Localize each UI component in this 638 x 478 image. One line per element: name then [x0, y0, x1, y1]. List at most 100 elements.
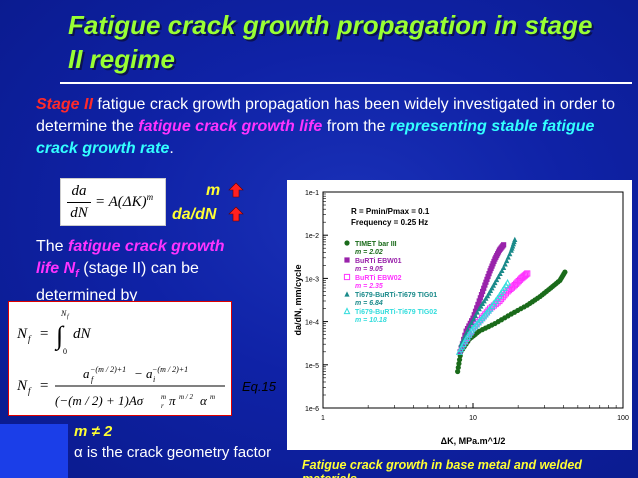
svg-text:−(m / 2)+1: −(m / 2)+1: [152, 365, 188, 374]
data-point-series-3: [501, 264, 507, 270]
data-point-series-1: [481, 285, 487, 291]
svg-text:f: f: [91, 375, 95, 384]
x-tick-label: 1: [321, 415, 325, 422]
data-point-series-4: [480, 312, 488, 320]
legend-name-2: BuRTi EBW02: [355, 275, 402, 282]
svg-text:N: N: [16, 326, 28, 342]
intro-rate: representing stable fatigue crack growth…: [36, 118, 595, 157]
data-point-series-3: [499, 267, 505, 274]
data-point-series-3: [474, 309, 480, 315]
svg-text:(−(m / 2) + 1)Aσ: (−(m / 2) + 1)Aσ: [55, 393, 144, 408]
svg-text:=: =: [39, 326, 49, 342]
svg-text:f: f: [28, 334, 32, 344]
data-point-series-3: [487, 287, 494, 293]
data-point-series-3: [490, 282, 497, 288]
svg-text:f: f: [28, 386, 32, 396]
svg-text:− a: − a: [134, 366, 153, 381]
legend-name-1: BuRTi EBW01: [355, 258, 402, 265]
legend-m-0: m = 2.02: [355, 249, 383, 256]
legend-m-1: m = 9.05: [355, 266, 383, 273]
data-point-series-0: [456, 361, 462, 367]
svg-text:m: m: [161, 393, 166, 401]
data-point-series-1: [477, 295, 483, 301]
y-tick-label: 1e-1: [305, 190, 319, 197]
legend-m-2: m = 2.35: [355, 283, 383, 290]
legend-m-4: m = 10.18: [355, 317, 387, 324]
legend-name-3: Ti679-BuRTi-Ti679 TIG01: [355, 292, 437, 299]
bullet-m: m ≠ 2: [74, 423, 112, 440]
svg-text:π: π: [169, 393, 176, 408]
data-point-series-3: [505, 254, 511, 260]
data-point-series-3: [495, 273, 501, 280]
svg-text:0: 0: [63, 347, 67, 356]
para2-life: fatigue crack growth life N: [36, 238, 225, 277]
intro-paragraph: Stage II fatigue crack growth propagatio…: [36, 94, 621, 160]
data-point-series-3: [470, 316, 477, 322]
data-point-series-4: [471, 322, 479, 330]
data-point-series-2: [522, 271, 530, 278]
data-point-series-3: [512, 236, 518, 242]
data-point-series-2: [524, 270, 531, 277]
svg-text:a: a: [83, 366, 90, 381]
label-m: m: [206, 182, 221, 199]
data-point-series-3: [465, 326, 471, 333]
data-point-series-3: [507, 251, 513, 257]
intro-text-2: from the: [322, 118, 390, 135]
data-point-series-1: [474, 305, 480, 311]
data-point-series-0: [455, 368, 461, 375]
data-point-series-1: [486, 271, 492, 277]
data-point-series-4: [473, 320, 481, 328]
data-point-series-1: [476, 298, 482, 304]
data-point-series-1: [475, 301, 481, 308]
y-tick-label: 1e-5: [305, 363, 319, 370]
data-point-series-3: [468, 319, 475, 325]
data-point-series-4: [475, 318, 482, 326]
data-point-series-4: [483, 308, 491, 316]
intro-text-1: fatigue crack growth propagation has bee…: [36, 96, 615, 135]
svg-text:dN: dN: [73, 326, 92, 342]
data-point-series-3: [489, 285, 495, 291]
data-point-series-3: [486, 290, 492, 296]
legend-marker-1: [344, 257, 350, 263]
x-tick-label: 100: [617, 415, 629, 422]
title-divider: [60, 82, 632, 84]
life-paragraph: The fatigue crack growth life Nf (stage …: [36, 236, 251, 307]
data-point-series-1: [471, 312, 477, 318]
data-point-series-1: [483, 279, 489, 285]
svg-text:∫: ∫: [54, 321, 65, 351]
y-tick-label: 1e-6: [305, 406, 319, 413]
eq-rhs: = A(ΔK)m: [95, 192, 154, 210]
para2-text-1: The: [36, 238, 69, 255]
data-point-series-3: [458, 341, 464, 347]
x-axis-label: ΔK, MPa.m^1/2: [441, 436, 506, 446]
data-point-series-1: [478, 292, 485, 298]
data-point-series-1: [480, 288, 486, 295]
fatigue-chart: 1e-6 1e-5 1e-4 1e-3 1e-2 1e-1 1 10 100 TIMET bar…: [293, 190, 629, 446]
data-point-series-1: [501, 242, 507, 248]
data-point-series-4: [469, 324, 477, 332]
legend-marker-4: [343, 307, 351, 315]
y-axis-label: da/dN, mm/cycle: [293, 264, 303, 335]
equation-number: Eq.15: [242, 379, 276, 394]
y-tick-label: 1e-4: [305, 320, 319, 327]
data-point-series-3: [472, 312, 478, 319]
svg-text:α: α: [200, 393, 208, 408]
data-point-series-3: [497, 270, 503, 277]
bullet-alpha: α is the crack geometry factor: [74, 444, 272, 461]
para2-sub: f: [75, 268, 79, 281]
data-point-series-1: [461, 336, 467, 343]
paris-law-equation: da dN = A(ΔK)m: [60, 178, 166, 226]
data-point-series-0: [456, 357, 463, 363]
legend-marker-2: [343, 273, 351, 281]
svg-text:f: f: [67, 313, 70, 320]
data-point-series-4: [485, 306, 492, 314]
data-point-series-1: [484, 276, 490, 282]
svg-text:i: i: [153, 375, 155, 384]
data-point-series-3: [481, 298, 487, 304]
data-point-series-0: [455, 364, 461, 371]
legend-name-0: TIMET bar III: [355, 241, 397, 248]
legend-marker-0: [344, 240, 350, 246]
svg-text:N: N: [60, 309, 67, 318]
